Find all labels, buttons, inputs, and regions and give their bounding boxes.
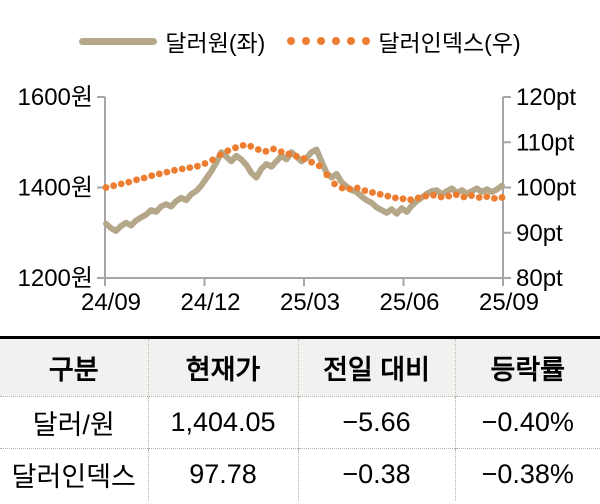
legend-dot	[302, 37, 311, 45]
index-dot	[262, 147, 270, 155]
index-dot	[140, 174, 148, 182]
legend-dot	[332, 37, 341, 45]
index-dot	[117, 180, 125, 188]
table-row-usdkrw: 달러/원 1,404.05 −5.66 −0.40%	[0, 396, 600, 449]
index-dot	[414, 194, 422, 202]
index-dot	[323, 171, 331, 179]
right-axis-label: 90pt	[516, 220, 563, 247]
legend-item-won: 달러원(좌)	[79, 24, 265, 58]
usdkrw-current-price: 1,404.05	[148, 396, 299, 449]
index-dot	[384, 192, 392, 200]
index-dot	[232, 144, 239, 152]
legend-label-won: 달러원(좌)	[165, 30, 266, 56]
index-dot	[102, 184, 110, 191]
index-dot	[171, 166, 178, 174]
index-dot	[315, 162, 323, 170]
index-dot	[445, 192, 453, 200]
index-dot	[178, 165, 186, 173]
index-dot	[338, 184, 346, 192]
index-dot	[163, 168, 171, 176]
index-dot	[186, 164, 194, 172]
header-day-change: 전일 대비	[298, 337, 456, 397]
index-dot	[201, 160, 209, 167]
index-dot	[475, 194, 483, 201]
index-dot	[308, 158, 315, 166]
index-dot	[498, 194, 506, 201]
index-dot	[353, 184, 361, 192]
usdkrw-day-change: −5.66	[298, 396, 456, 449]
dollar-index-current-price: 97.78	[148, 448, 299, 501]
index-dot	[399, 195, 407, 203]
index-dot	[247, 142, 255, 150]
index-dot	[430, 191, 437, 199]
index-dot	[224, 147, 232, 155]
dollar-index-change-rate: −0.38%	[455, 448, 600, 501]
legend-dot	[317, 37, 326, 45]
x-axis-label: 25/09	[479, 289, 539, 316]
left-axis-label: 1600원	[18, 84, 93, 111]
index-dot	[293, 152, 300, 160]
index-dot	[110, 182, 117, 190]
index-dot	[376, 190, 384, 198]
usdkrw-label: 달러/원	[0, 396, 149, 449]
index-dot	[277, 148, 285, 156]
index-dot	[468, 192, 475, 200]
x-axis-label: 25/06	[379, 289, 439, 316]
index-dot	[407, 196, 414, 204]
index-dot	[483, 193, 491, 201]
index-dot	[300, 155, 308, 162]
fx-chart-canvas: 1600원 1400원 1200원 120pt 110pt 100pt 90pt 80pt 24…	[18, 84, 577, 316]
index-dot	[125, 178, 133, 186]
fx-chart: 1600원 1400원 1200원 120pt 110pt 100pt 90pt 80pt 24…	[0, 24, 600, 316]
index-dot	[422, 192, 430, 200]
header-category: 구분	[0, 337, 149, 397]
x-axis-label: 24/09	[81, 289, 141, 316]
index-dot	[194, 162, 201, 170]
index-dot	[133, 176, 140, 184]
legend-dot	[347, 37, 356, 45]
index-dot	[346, 185, 354, 193]
index-dot	[331, 180, 338, 188]
index-dot	[270, 145, 277, 153]
index-dot	[437, 193, 445, 201]
index-dot	[452, 191, 460, 199]
index-dot	[285, 150, 293, 158]
right-axis-label: 80pt	[516, 265, 563, 292]
x-axis-label: 24/12	[180, 289, 240, 316]
chart-legend: 달러원(좌) 달러인덱스(우)	[0, 24, 600, 58]
table-row-dollar-index: 달러인덱스 97.78 −0.38 −0.38%	[0, 448, 600, 501]
index-dot	[254, 146, 262, 153]
index-dots-swatch	[287, 37, 371, 45]
index-dot	[209, 156, 217, 164]
fx-table-header-row: 구분 현재가 전일 대비 등락률	[0, 337, 600, 397]
won-line-swatch	[79, 37, 158, 45]
index-dot	[361, 187, 369, 195]
index-dot	[369, 189, 376, 196]
index-dot	[148, 172, 156, 180]
usdkrw-change-rate: −0.40%	[455, 396, 600, 449]
right-axis-label: 100pt	[516, 175, 576, 202]
right-axis-label: 110pt	[516, 129, 575, 156]
left-axis-label: 1200원	[18, 265, 93, 292]
index-dot	[460, 193, 468, 201]
index-dot	[155, 170, 163, 178]
index-dot	[392, 194, 399, 202]
left-axis-label: 1400원	[18, 175, 93, 202]
legend-label-index: 달러인덱스(우)	[378, 30, 521, 56]
index-dot	[491, 195, 498, 202]
legend-dot	[362, 37, 371, 45]
x-axis-label: 25/03	[280, 289, 340, 316]
header-change-rate: 등락률	[455, 337, 600, 397]
right-axis-label: 120pt	[516, 84, 576, 111]
index-dot	[216, 151, 224, 159]
header-current-price: 현재가	[148, 337, 299, 397]
dollar-index-day-change: −0.38	[298, 448, 456, 501]
fx-table: 구분 현재가 전일 대비 등락률 달러/원 1,404.05 −5.66 −0.…	[0, 336, 600, 501]
dollar-index-label: 달러인덱스	[0, 448, 149, 501]
index-dot	[239, 142, 247, 149]
legend-dot	[287, 37, 296, 45]
legend-item-index: 달러인덱스(우)	[287, 24, 521, 58]
